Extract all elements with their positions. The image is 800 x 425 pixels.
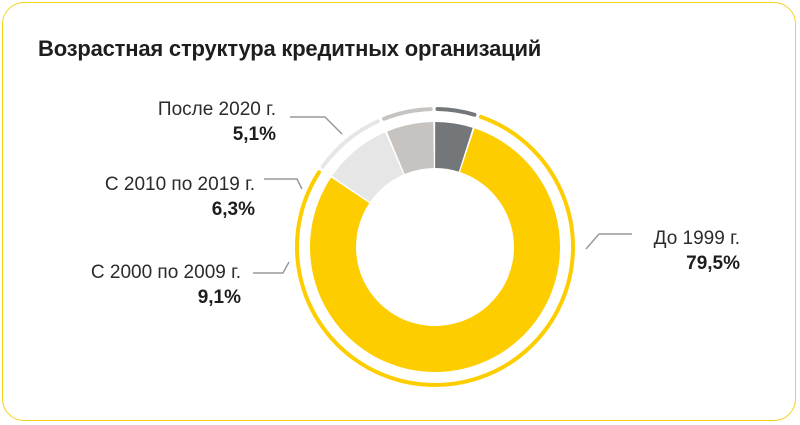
label-after-2020: После 2020 г.	[158, 99, 276, 120]
slice-2010-2019	[386, 122, 434, 175]
value-before-1999: 79,5%	[686, 253, 740, 274]
leader-line-before-1999	[585, 233, 632, 250]
value-2010-2019: 6,3%	[212, 199, 255, 220]
chart-title: Возрастная структура кредитных организац…	[38, 36, 542, 61]
label-before-1999: До 1999 г.	[654, 228, 740, 249]
ring-2000-2009	[320, 119, 380, 169]
leader-line-2000-2009	[253, 261, 290, 274]
donut-slices	[310, 122, 560, 373]
leader-line-2010-2019	[264, 178, 303, 190]
value-2000-2009: 9,1%	[198, 287, 241, 308]
label-2000-2009: С 2000 по 2009 г.	[91, 262, 241, 283]
label-2010-2019: С 2010 по 2019 г.	[105, 174, 255, 195]
outer-rings	[295, 107, 575, 387]
slice-before-1999	[310, 128, 560, 373]
ring-2010-2019	[382, 107, 433, 121]
slice-2000-2009	[332, 132, 404, 203]
value-after-2020: 5,1%	[233, 124, 276, 145]
ring-after-2020	[435, 107, 477, 117]
ring-before-1999	[295, 114, 575, 387]
leader-line-after-2020	[290, 116, 343, 135]
leader-lines	[253, 116, 632, 274]
slice-after-2020	[435, 122, 473, 172]
